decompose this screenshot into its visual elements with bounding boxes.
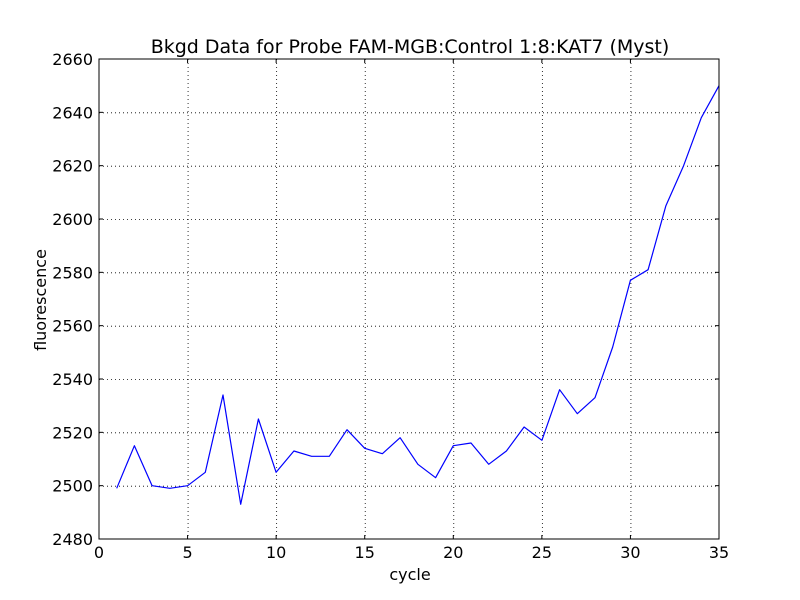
plot-frame (98, 58, 720, 540)
ticks (98, 58, 720, 540)
y-tick-label: 2480 (52, 530, 93, 549)
tick-labels: 0 5 10 15 20 25 30 35 2480 2500 2520 2540 2560 2580 26… (52, 50, 729, 562)
grid (99, 59, 719, 539)
y-axis-title: fluorescence (31, 249, 50, 351)
y-tick-label: 2660 (52, 50, 93, 69)
y-tick-label: 2640 (52, 103, 93, 122)
x-tick-label: 0 (94, 543, 104, 562)
y-tick-label: 2620 (52, 157, 93, 176)
series-layer (116, 85, 720, 505)
y-tick-label: 2580 (52, 263, 93, 282)
y-tick-label: 2600 (52, 210, 93, 229)
chart-title: Bkgd Data for Probe FAM-MGB:Control 1:8:… (151, 36, 670, 58)
y-tick-label: 2560 (52, 317, 93, 336)
series-line (116, 85, 720, 505)
y-tick-label: 2520 (52, 423, 93, 442)
y-tick-label: 2540 (52, 370, 93, 389)
x-tick-label: 25 (532, 543, 552, 562)
x-axis-title: cycle (389, 565, 430, 584)
x-tick-label: 35 (709, 543, 729, 562)
x-tick-label: 10 (266, 543, 286, 562)
x-tick-label: 15 (355, 543, 375, 562)
x-tick-label: 20 (443, 543, 463, 562)
x-tick-label: 5 (182, 543, 192, 562)
x-tick-label: 30 (620, 543, 640, 562)
y-tick-label: 2500 (52, 477, 93, 496)
